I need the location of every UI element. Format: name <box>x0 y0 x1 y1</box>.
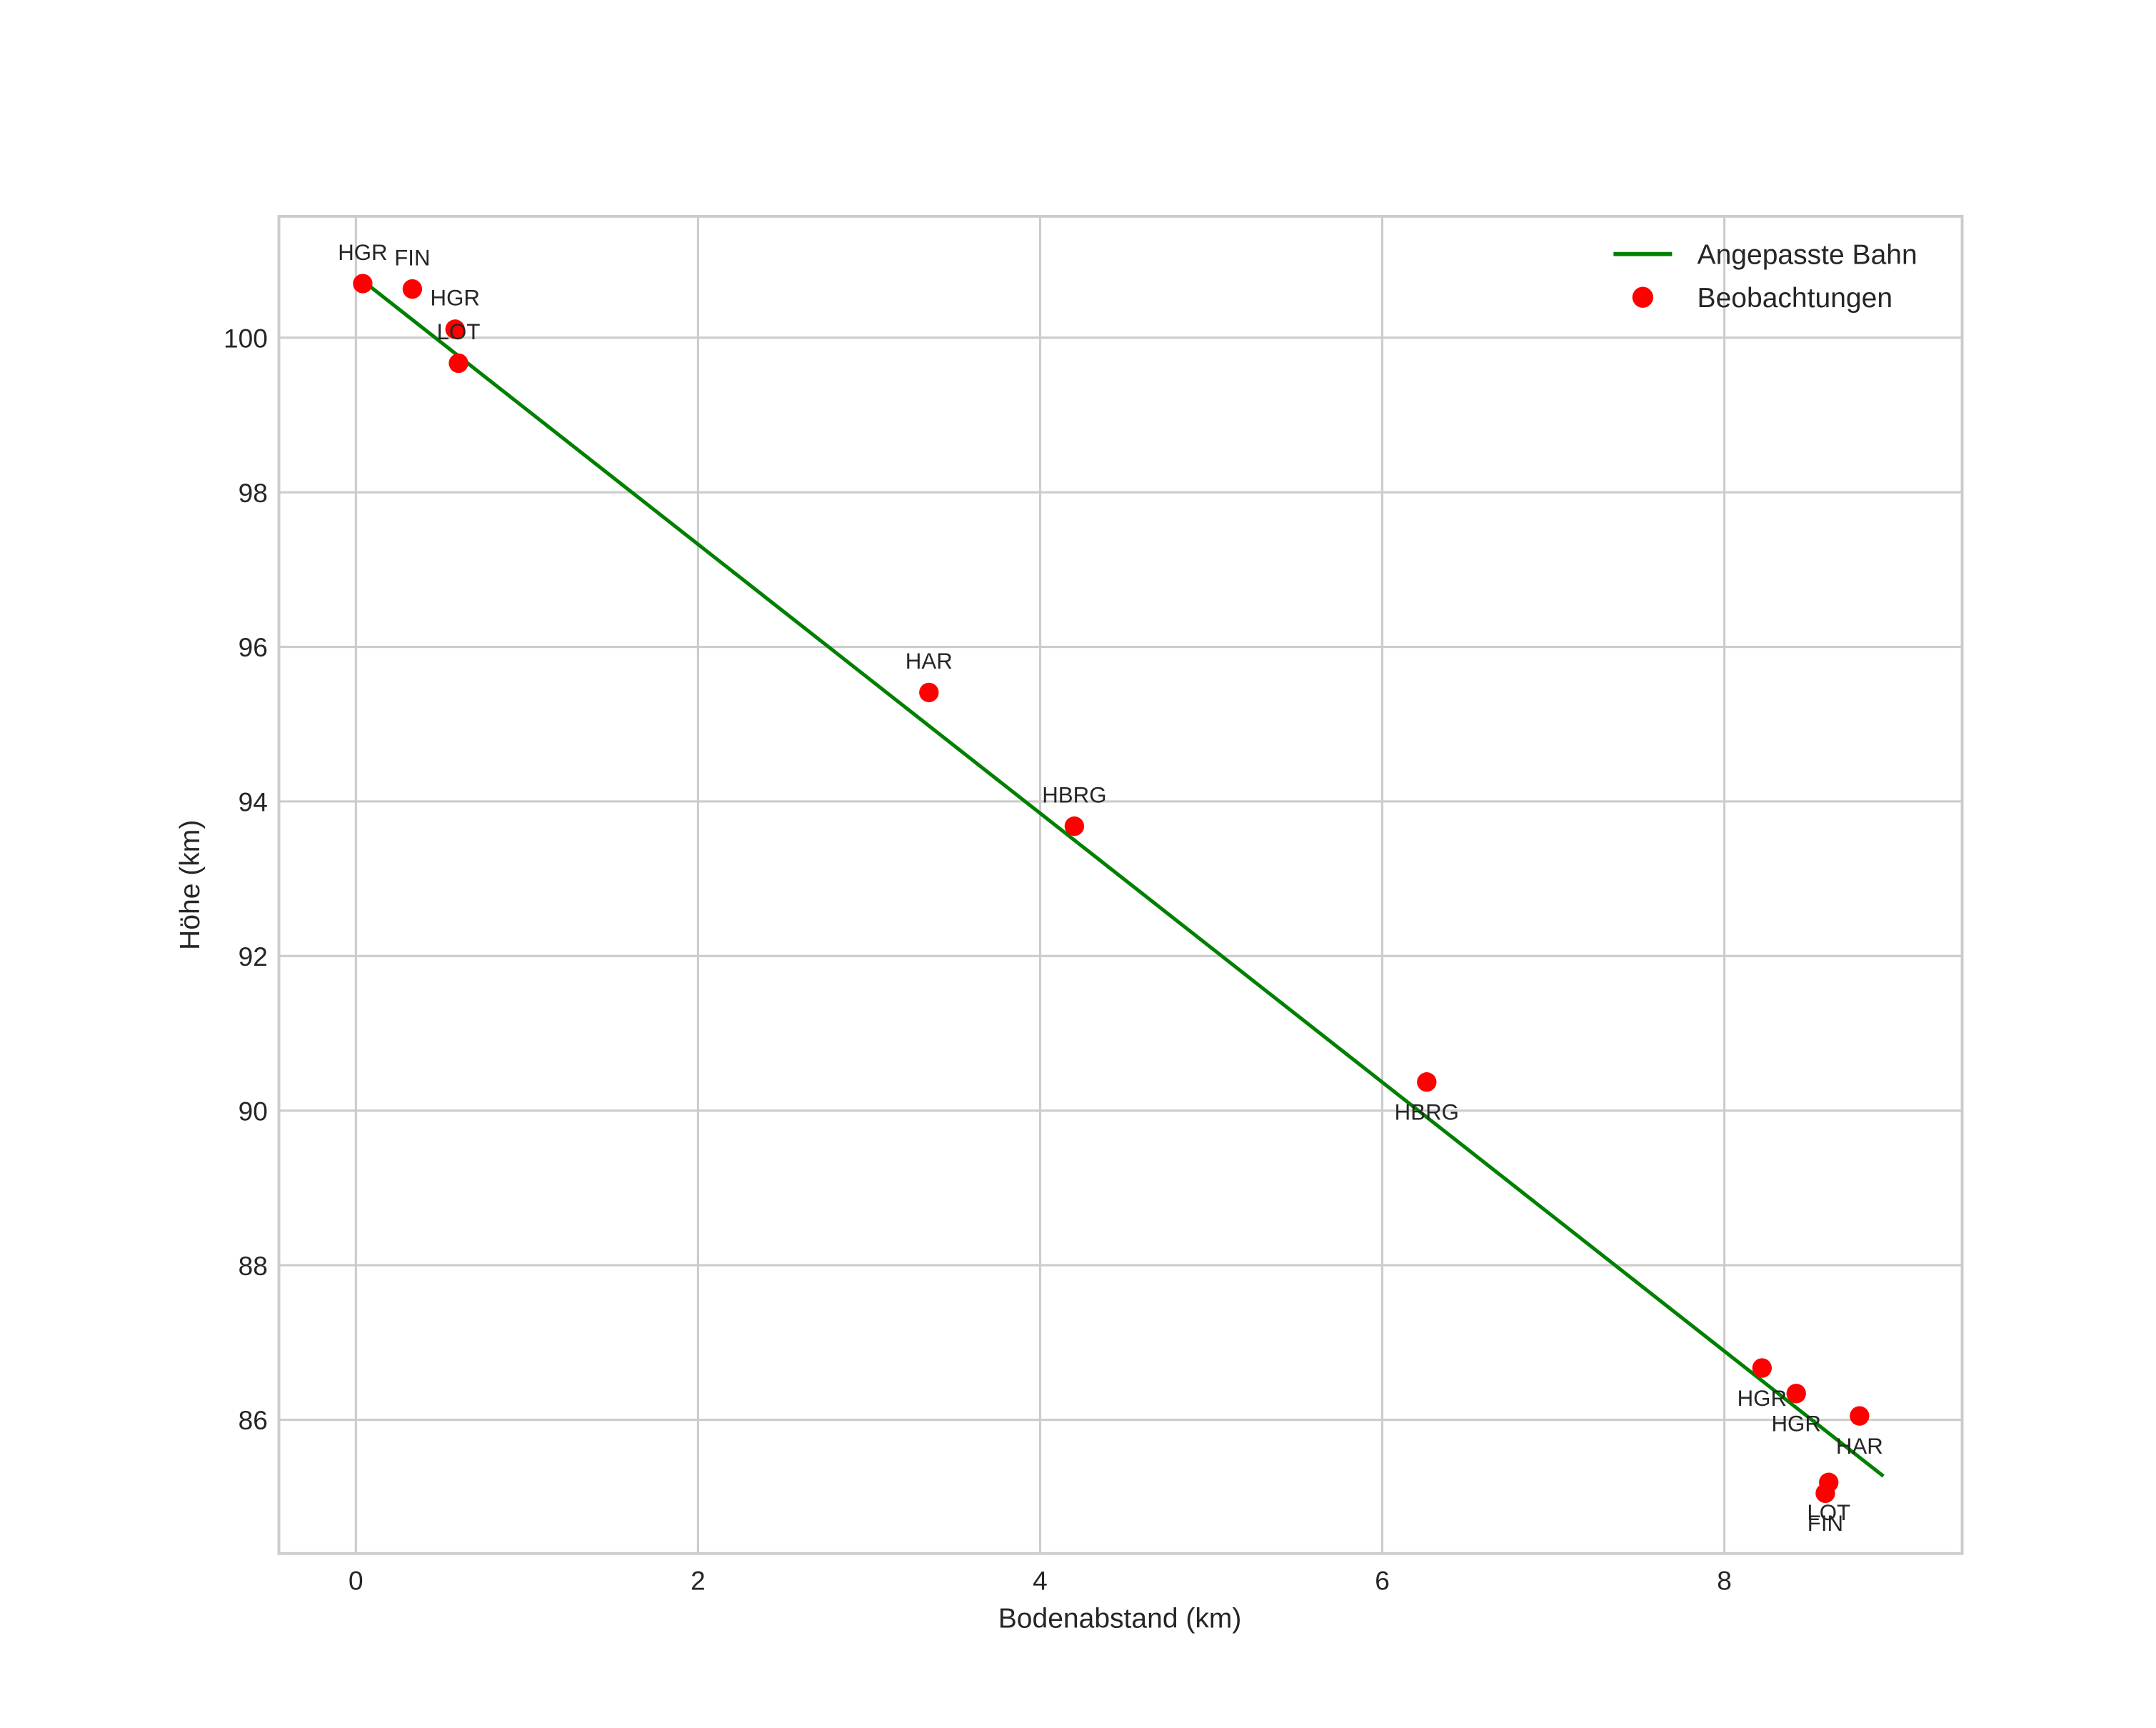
observation-point <box>1064 816 1085 836</box>
y-tick-label: 96 <box>239 632 268 662</box>
observation-point <box>402 279 423 299</box>
x-tick-label: 8 <box>1717 1566 1732 1596</box>
grid-lines <box>279 216 1962 1554</box>
point-label: HBRG <box>1042 782 1106 807</box>
point-label: LOT <box>1807 1500 1850 1525</box>
y-tick-label: 88 <box>239 1251 268 1281</box>
x-tick-label: 0 <box>349 1566 363 1596</box>
y-axis-label: Höhe (km) <box>175 820 206 950</box>
point-label: FIN <box>1807 1511 1843 1536</box>
fitted-trajectory-line <box>363 280 1885 1478</box>
legend-label-fit: Angepasste Bahn <box>1698 239 1917 270</box>
x-axis-ticks: 0 2 4 6 8 <box>349 1566 1732 1596</box>
point-label: HGR <box>1738 1386 1787 1411</box>
y-tick-label: 90 <box>239 1096 268 1126</box>
point-label: LOT <box>437 319 481 344</box>
axes-frame <box>277 214 1964 1555</box>
legend: Angepasste Bahn Beobachtungen <box>1613 239 1917 314</box>
plot-area <box>279 216 1962 1554</box>
x-tick-label: 4 <box>1033 1566 1048 1596</box>
point-label: HAR <box>1836 1434 1883 1459</box>
observation-point <box>919 682 939 703</box>
observation-point <box>353 274 373 294</box>
x-tick-label: 2 <box>691 1566 706 1596</box>
point-label: HGR <box>1772 1412 1821 1437</box>
y-tick-label: 92 <box>239 942 268 972</box>
observation-point <box>448 353 468 374</box>
observation-point <box>1815 1483 1835 1504</box>
observation-point <box>1752 1358 1772 1378</box>
point-label: FIN <box>394 245 430 270</box>
point-label: HAR <box>906 649 953 674</box>
point-label: HGR <box>431 286 480 311</box>
legend-label-observations: Beobachtungen <box>1698 283 1892 314</box>
x-tick-label: 6 <box>1375 1566 1390 1596</box>
x-axis-label: Bodenabstand (km) <box>998 1603 1242 1634</box>
observation-point <box>1786 1384 1806 1404</box>
y-tick-label: 98 <box>239 478 268 508</box>
fit-line <box>363 280 1885 1478</box>
y-tick-label: 100 <box>224 323 268 353</box>
y-tick-label: 94 <box>239 787 268 817</box>
observation-point <box>1850 1406 1870 1426</box>
legend-dot-icon <box>1632 286 1654 308</box>
observation-point <box>445 319 465 339</box>
y-tick-label: 86 <box>239 1405 268 1435</box>
point-label: HBRG <box>1395 1099 1459 1124</box>
observation-point <box>1417 1072 1437 1092</box>
point-label: HGR <box>338 240 387 265</box>
y-axis-ticks: 86 88 90 92 94 96 98 100 <box>224 323 268 1435</box>
